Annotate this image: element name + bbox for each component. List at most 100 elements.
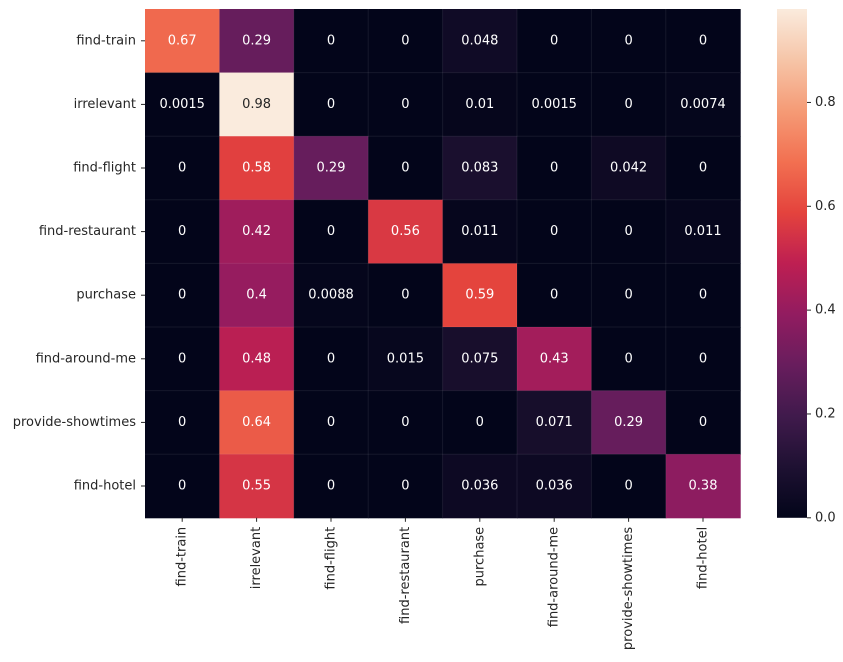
- cell-value-label-r7-c4: 0.036: [461, 479, 498, 494]
- heatmap-cell-r7-c5: [517, 454, 592, 519]
- row-label-find-hotel: find-hotel: [74, 479, 136, 494]
- cell-value-label-r7-c6: 0: [624, 479, 632, 494]
- cell-value-label-r6-c6: 0.29: [614, 415, 643, 430]
- heatmap-cell-r0-c0: [145, 9, 220, 74]
- cell-value-label-r2-c6: 0.042: [610, 161, 647, 176]
- cell-value-label-r2-c7: 0: [699, 161, 707, 176]
- column-label-find-hotel: find-hotel: [696, 527, 711, 589]
- row-label-find-flight: find-flight: [73, 161, 136, 176]
- cell-value-label-r5-c0: 0: [178, 351, 186, 366]
- column-label-find-restaurant: find-restaurant: [398, 527, 413, 624]
- heatmap-cell-r1-c6: [591, 72, 667, 137]
- cell-value-label-r4-c4: 0.59: [465, 288, 494, 303]
- cell-value-label-r7-c3: 0: [401, 479, 409, 494]
- cell-value-label-r6-c0: 0: [178, 415, 186, 430]
- heatmap-cell-r7-c7: [665, 454, 741, 519]
- heatmap-cell-r5-c0: [145, 327, 220, 392]
- cell-value-label-r5-c3: 0.015: [387, 351, 424, 366]
- cell-value-label-r6-c1: 0.64: [242, 415, 271, 430]
- column-tick-labels: find-train irrelevant find-flight find-rest…: [175, 517, 711, 650]
- cell-value-label-r2-c5: 0: [550, 161, 558, 176]
- cell-value-label-r6-c3: 0: [401, 415, 409, 430]
- cell-value-label-r5-c7: 0: [699, 351, 707, 366]
- cell-value-label-r5-c4: 0.075: [461, 351, 498, 366]
- heatmap-cell-r5-c5: [517, 327, 592, 392]
- heatmap-cell-r4-c3: [368, 263, 444, 328]
- cell-value-label-r0-c6: 0: [624, 33, 632, 48]
- heatmap-cell-r1-c7: [665, 72, 741, 137]
- cell-value-label-r3-c6: 0: [624, 224, 632, 239]
- cell-value-label-r4-c1: 0.4: [246, 288, 267, 303]
- heatmap-cell-r3-c5: [517, 199, 592, 264]
- cell-value-label-r1-c4: 0.01: [465, 97, 494, 112]
- heatmap-cell-r2-c4: [442, 136, 518, 201]
- cell-value-label-r2-c2: 0.29: [317, 161, 346, 176]
- column-label-find-flight: find-flight: [324, 527, 339, 590]
- heatmap-cell-r6-c7: [665, 390, 741, 455]
- row-tick-labels: find-train irrelevant find-flight find-rest…: [13, 33, 145, 494]
- heatmap-cell-r3-c7: [665, 199, 741, 264]
- heatmap-cell-r4-c6: [591, 263, 667, 328]
- cell-value-label-r7-c5: 0.036: [536, 479, 573, 494]
- cell-value-label-r0-c2: 0: [327, 33, 335, 48]
- heatmap-cell-r4-c5: [517, 263, 592, 328]
- heatmap-cell-r3-c3: [368, 199, 444, 264]
- heatmap-cell-r4-c7: [665, 263, 741, 328]
- heatmap-cell-r3-c4: [442, 199, 518, 264]
- heatmap-cell-r5-c1: [219, 327, 295, 392]
- heatmap-cell-r1-c1: [219, 72, 295, 137]
- cell-value-label-r4-c3: 0: [401, 288, 409, 303]
- colorbar-tick-label-0.4: 0.4: [815, 303, 836, 318]
- heatmap-cell-r5-c4: [442, 327, 518, 392]
- heatmap-cell-r7-c0: [145, 454, 220, 519]
- cell-value-label-r6-c7: 0: [699, 415, 707, 430]
- row-label-purchase: purchase: [76, 288, 136, 303]
- cell-value-label-r6-c2: 0: [327, 415, 335, 430]
- cell-value-label-r4-c0: 0: [178, 288, 186, 303]
- heatmap-cell-r1-c3: [368, 72, 444, 137]
- column-label-purchase: purchase: [472, 527, 487, 587]
- heatmap-cell-r4-c4: [442, 263, 518, 328]
- colorbar-tick-label-0.8: 0.8: [815, 95, 836, 110]
- cell-value-label-r6-c5: 0.071: [536, 415, 573, 430]
- heatmap-cell-r1-c2: [293, 72, 369, 137]
- cell-value-label-r1-c6: 0: [624, 97, 632, 112]
- column-label-provide-showtimes: provide-showtimes: [621, 527, 636, 650]
- heatmap-cell-r7-c3: [368, 454, 444, 519]
- cell-value-label-r1-c0: 0.0015: [159, 97, 205, 112]
- heatmap-cell-r7-c6: [591, 454, 667, 519]
- heatmap-cell-r0-c3: [368, 9, 444, 74]
- heatmap-cell-r1-c0: [145, 72, 220, 137]
- cell-value-label-r7-c0: 0: [178, 479, 186, 494]
- heatmap-cell-r6-c2: [293, 390, 369, 455]
- cell-value-label-r2-c4: 0.083: [461, 161, 498, 176]
- row-label-find-restaurant: find-restaurant: [39, 224, 136, 239]
- cell-value-label-r7-c1: 0.55: [242, 479, 271, 494]
- heatmap-cell-r0-c6: [591, 9, 667, 74]
- cell-value-label-r1-c5: 0.0015: [531, 97, 577, 112]
- cell-value-label-r3-c7: 0.011: [684, 224, 721, 239]
- cell-value-label-r5-c5: 0.43: [540, 351, 569, 366]
- heatmap-cell-r1-c5: [517, 72, 592, 137]
- cell-value-label-r3-c5: 0: [550, 224, 558, 239]
- heatmap-cell-r6-c4: [442, 390, 518, 455]
- cell-value-label-r0-c4: 0.048: [461, 33, 498, 48]
- cell-value-label-r3-c3: 0.56: [391, 224, 420, 239]
- row-label-find-around-me: find-around-me: [36, 351, 136, 366]
- row-label-find-train: find-train: [76, 33, 136, 48]
- cell-value-label-r5-c2: 0: [327, 351, 335, 366]
- heatmap-cell-r5-c3: [368, 327, 444, 392]
- row-label-provide-showtimes: provide-showtimes: [13, 415, 136, 430]
- heatmap-cell-r6-c0: [145, 390, 220, 455]
- heatmap-cell-r5-c2: [293, 327, 369, 392]
- column-label-find-train: find-train: [175, 527, 190, 587]
- cell-value-label-r6-c4: 0: [476, 415, 484, 430]
- heatmap-cell-r0-c4: [442, 9, 518, 74]
- heatmap-cell-r3-c0: [145, 199, 220, 264]
- colorbar-tick-label-0.6: 0.6: [815, 199, 836, 214]
- cell-value-label-r0-c3: 0: [401, 33, 409, 48]
- cell-value-label-r1-c2: 0: [327, 97, 335, 112]
- heatmap-cell-r6-c6: [591, 390, 667, 455]
- cell-value-label-r3-c2: 0: [327, 224, 335, 239]
